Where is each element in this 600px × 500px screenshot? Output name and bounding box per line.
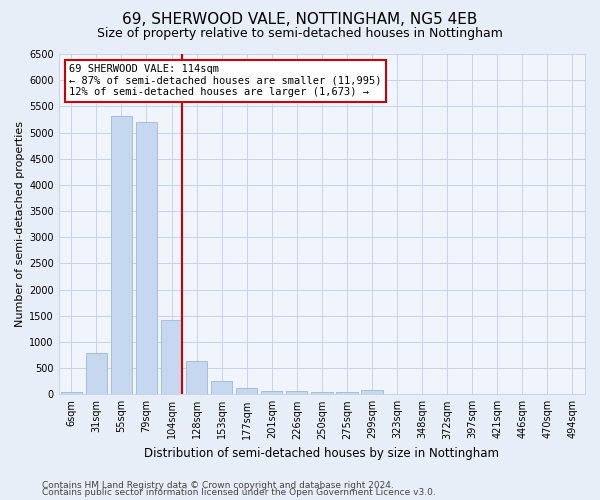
Bar — [161, 320, 182, 394]
Bar — [261, 390, 283, 394]
Text: 69, SHERWOOD VALE, NOTTINGHAM, NG5 4EB: 69, SHERWOOD VALE, NOTTINGHAM, NG5 4EB — [122, 12, 478, 28]
X-axis label: Distribution of semi-detached houses by size in Nottingham: Distribution of semi-detached houses by … — [145, 447, 499, 460]
Bar — [286, 392, 307, 394]
Bar — [361, 390, 383, 394]
Bar — [311, 392, 332, 394]
Text: 69 SHERWOOD VALE: 114sqm
← 87% of semi-detached houses are smaller (11,995)
12% : 69 SHERWOOD VALE: 114sqm ← 87% of semi-d… — [70, 64, 382, 98]
Text: Size of property relative to semi-detached houses in Nottingham: Size of property relative to semi-detach… — [97, 28, 503, 40]
Text: Contains public sector information licensed under the Open Government Licence v3: Contains public sector information licen… — [42, 488, 436, 497]
Bar — [111, 116, 132, 394]
Bar — [136, 122, 157, 394]
Bar — [186, 362, 207, 394]
Bar — [236, 388, 257, 394]
Bar — [211, 381, 232, 394]
Y-axis label: Number of semi-detached properties: Number of semi-detached properties — [15, 121, 25, 327]
Bar — [336, 392, 358, 394]
Text: Contains HM Land Registry data © Crown copyright and database right 2024.: Contains HM Land Registry data © Crown c… — [42, 480, 394, 490]
Bar — [86, 353, 107, 395]
Bar — [61, 392, 82, 394]
